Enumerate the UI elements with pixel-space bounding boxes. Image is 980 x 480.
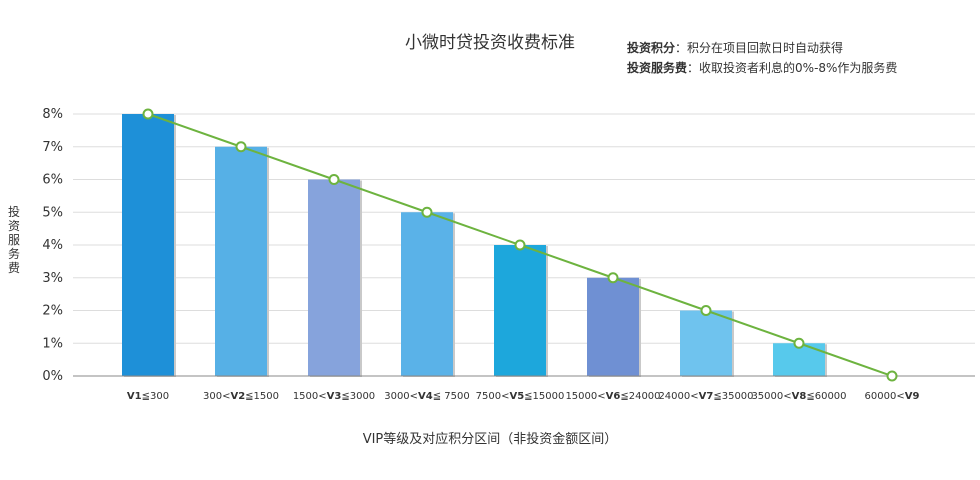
y-tick-label: 1% <box>42 336 63 351</box>
trend-point <box>421 206 433 218</box>
trend-point <box>607 272 619 284</box>
trend-point <box>142 108 154 120</box>
note-points-text: 积分在项目回款日时自动获得 <box>687 41 844 55</box>
x-tick-label: 300<V2≦1500 <box>203 391 279 402</box>
x-tick-label: 7500<V5≦15000 <box>476 391 565 402</box>
trend-point <box>235 141 247 153</box>
x-tick-label: 35000<V8≦60000 <box>751 391 846 402</box>
bar <box>122 114 174 376</box>
y-tick-label: 3% <box>42 271 63 286</box>
note-points: 投资积分：积分在项目回款日时自动获得 <box>627 38 897 58</box>
y-tick-label: 7% <box>42 140 63 155</box>
chart-title: 小微时贷投资收费标准 <box>405 33 575 53</box>
note-points-key: 投资积分 <box>627 41 676 55</box>
x-axis-label: VIP等级及对应积分区间（非投资金额区间） <box>362 432 618 447</box>
x-tick-label: 24000<V7≦35000 <box>658 391 753 402</box>
trend-point <box>328 174 340 185</box>
x-tick-label: V1≦300 <box>127 391 169 402</box>
x-tick-label: 60000<V9 <box>865 391 920 402</box>
legend-notes: 投资积分：积分在项目回款日时自动获得 投资服务费：收取投资者利息的0%-8%作为… <box>627 38 897 78</box>
x-tick-label: 1500<V3≦3000 <box>293 391 375 402</box>
y-tick-label: 5% <box>42 205 63 220</box>
trend-point <box>886 370 898 382</box>
note-fee-text: 收取投资者利息的0%-8%作为服务费 <box>699 61 898 75</box>
note-fee-key: 投资服务费 <box>627 61 688 75</box>
x-tick-label: 15000<V6≦24000 <box>565 391 660 402</box>
bar <box>680 310 732 376</box>
x-tick-label: 3000<V4≦ 7500 <box>384 391 470 402</box>
bar <box>401 212 453 376</box>
bar <box>494 245 546 376</box>
note-fee: 投资服务费：收取投资者利息的0%-8%作为服务费 <box>627 58 897 78</box>
note-fee-sep: ： <box>687 61 700 75</box>
y-tick-label: 6% <box>42 173 63 188</box>
y-tick-label: 0% <box>42 369 63 384</box>
y-tick-label: 4% <box>42 238 63 253</box>
y-axis-label: 投资服务费 <box>8 205 21 275</box>
note-points-sep: ： <box>675 41 688 55</box>
bar <box>587 277 639 376</box>
trend-point <box>514 239 526 251</box>
y-tick-label: 8% <box>42 107 63 122</box>
bar <box>308 179 360 376</box>
bar <box>215 146 267 376</box>
trend-point <box>793 337 805 349</box>
y-tick-label: 2% <box>42 304 63 319</box>
trend-point <box>700 305 712 316</box>
